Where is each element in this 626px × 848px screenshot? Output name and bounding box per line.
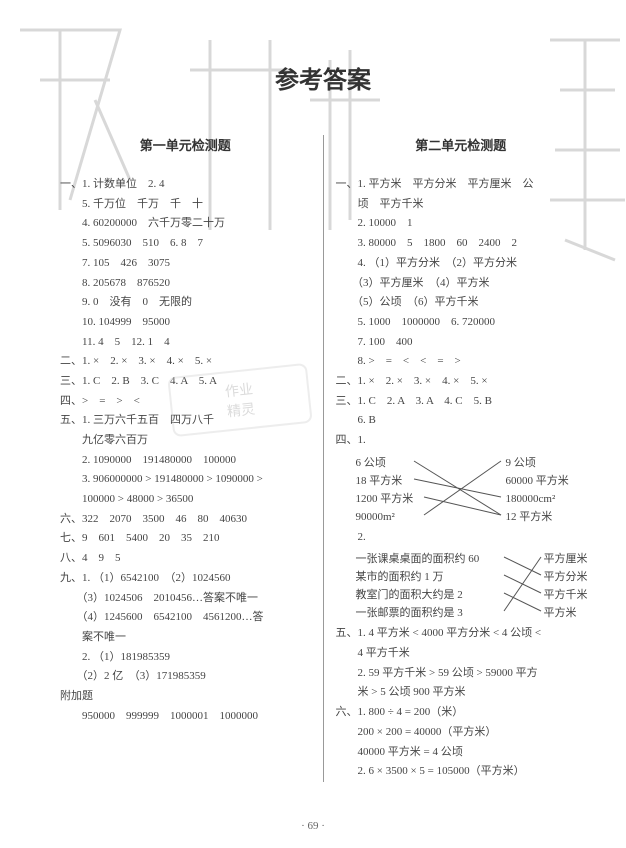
match2-r2: 平方千米 (544, 586, 588, 605)
answer-line: 一、1. 平方米 平方分米 平方厘米 公 (336, 175, 587, 194)
match1-r2: 180000cm² (506, 490, 556, 509)
page-content: 参考答案 第一单元检测题 一、1. 计数单位 2. 4 5. 千万位 千万 千 … (0, 0, 626, 802)
answer-line: 四、1. (336, 431, 587, 450)
answer-line: 100000 > 48000 > 36500 (60, 490, 311, 509)
match2-r3: 平方米 (544, 604, 577, 623)
answer-line: 2. （1）181985359 (60, 648, 311, 667)
right-answer-lines-mid: 2. (336, 528, 587, 547)
answer-line: （3）平方厘米 （4）平方米 (336, 274, 587, 293)
answer-line: 4. 60200000 六千万零二十万 (60, 214, 311, 233)
answer-line: 五、1. 4 平方米 < 4000 平方分米 < 4 公顷 < (336, 624, 587, 643)
answer-line: （3）1024506 2010456…答案不唯一 (60, 589, 311, 608)
answer-line: 五、1. 三万六千五百 四万八千 (60, 411, 311, 430)
answer-line: 7. 100 400 (336, 333, 587, 352)
match2-l2: 教室门的面积大约是 2 (356, 586, 463, 605)
match1-l1: 18 平方米 (356, 472, 403, 491)
answer-line: 顷 平方千米 (336, 195, 587, 214)
match2-l0: 一张课桌桌面的面积约 60 (356, 550, 480, 569)
answer-line: 5. 1000 1000000 6. 720000 (336, 313, 587, 332)
answer-line: 八、4 9 5 (60, 549, 311, 568)
answer-line: 2. 1090000 191480000 100000 (60, 451, 311, 470)
matching-diagram-2: 一张课桌桌面的面积约 60 某市的面积约 1 万 教室门的面积大约是 2 一张邮… (356, 548, 587, 622)
answer-line: 4 平方千米 (336, 644, 587, 663)
answer-line: （4）1245600 6542100 4561200…答 (60, 608, 311, 627)
answer-line: 附加题 (60, 687, 311, 706)
answer-line: 11. 4 5 12. 1 4 (60, 333, 311, 352)
answer-line: 六、322 2070 3500 46 80 40630 (60, 510, 311, 529)
match2-r0: 平方厘米 (544, 550, 588, 569)
answer-line: （5）公顷 （6）平方千米 (336, 293, 587, 312)
match1-r0: 9 公顷 (506, 454, 536, 473)
match2-r1: 平方分米 (544, 568, 588, 587)
match1-l2: 1200 平方米 (356, 490, 414, 509)
answer-line: 4. （1）平方分米 （2）平方分米 (336, 254, 587, 273)
answer-line: 6. B (336, 411, 587, 430)
answer-line: 5. 千万位 千万 千 十 (60, 195, 311, 214)
answer-line: 九、1. （1）6542100 （2）1024560 (60, 569, 311, 588)
answer-line: 九亿零六百万 (60, 431, 311, 450)
answer-line: 2. 10000 1 (336, 214, 587, 233)
left-answer-lines: 一、1. 计数单位 2. 4 5. 千万位 千万 千 十 4. 60200000… (60, 175, 311, 725)
answer-line: 2. (336, 528, 587, 547)
unit-title-2: 第二单元检测题 (336, 135, 587, 157)
answer-line: 5. 5096030 510 6. 8 7 (60, 234, 311, 253)
answer-line: 三、1. C 2. A 3. A 4. C 5. B (336, 392, 587, 411)
match2-l3: 一张邮票的面积约是 3 (356, 604, 463, 623)
answer-line: 950000 999999 1000001 1000000 (60, 707, 311, 726)
match1-l3: 90000m² (356, 508, 395, 527)
answer-line: 3. 80000 5 1800 60 2400 2 (336, 234, 587, 253)
answer-line: 二、1. × 2. × 3. × 4. × 5. × (60, 352, 311, 371)
answer-line: 2. 59 平方千米 > 59 公顷 > 59000 平方 (336, 664, 587, 683)
answer-line: 3. 906000000 > 191480000 > 1090000 > (60, 470, 311, 489)
right-column: 第二单元检测题 一、1. 平方米 平方分米 平方厘米 公 顷 平方千米 2. 1… (324, 135, 587, 782)
answer-line: 四、> = > < (60, 392, 311, 411)
answer-line: 10. 104999 95000 (60, 313, 311, 332)
match1-r3: 12 平方米 (506, 508, 553, 527)
answer-line: 案不唯一 (60, 628, 311, 647)
answer-line: 六、1. 800 ÷ 4 = 200（米） (336, 703, 587, 722)
answer-line: 9. 0 没有 0 无限的 (60, 293, 311, 312)
answer-line: 七、9 601 5400 20 35 210 (60, 529, 311, 548)
answer-line: 三、1. C 2. B 3. C 4. A 5. A (60, 372, 311, 391)
answer-line: 2. 6 × 3500 × 5 = 105000（平方米） (336, 762, 587, 781)
answer-line: 40000 平方米 = 4 公顷 (336, 743, 587, 762)
answer-line: 8. > = < < = > (336, 352, 587, 371)
unit-title-1: 第一单元检测题 (60, 135, 311, 157)
answer-line: 200 × 200 = 40000（平方米） (336, 723, 587, 742)
two-column-layout: 第一单元检测题 一、1. 计数单位 2. 4 5. 千万位 千万 千 十 4. … (60, 135, 586, 782)
match1-r1: 60000 平方米 (506, 472, 569, 491)
right-answer-lines-bottom: 五、1. 4 平方米 < 4000 平方分米 < 4 公顷 < 4 平方千米 2… (336, 624, 587, 781)
left-column: 第一单元检测题 一、1. 计数单位 2. 4 5. 千万位 千万 千 十 4. … (60, 135, 324, 782)
page-number: · 69 · (0, 820, 626, 832)
answer-line: 米 > 5 公顷 900 平方米 (336, 683, 587, 702)
matching-diagram-1: 6 公顷 18 平方米 1200 平方米 90000m² 9 公顷 60000 … (356, 452, 587, 526)
answer-line: （2）2 亿 （3）171985359 (60, 667, 311, 686)
match2-l1: 某市的面积约 1 万 (356, 568, 444, 587)
answer-line: 8. 205678 876520 (60, 274, 311, 293)
answer-line: 二、1. × 2. × 3. × 4. × 5. × (336, 372, 587, 391)
answer-line: 一、1. 计数单位 2. 4 (60, 175, 311, 194)
match1-l0: 6 公顷 (356, 454, 386, 473)
right-answer-lines-top: 一、1. 平方米 平方分米 平方厘米 公 顷 平方千米 2. 10000 1 3… (336, 175, 587, 450)
main-title: 参考答案 (60, 60, 586, 95)
answer-line: 7. 105 426 3075 (60, 254, 311, 273)
